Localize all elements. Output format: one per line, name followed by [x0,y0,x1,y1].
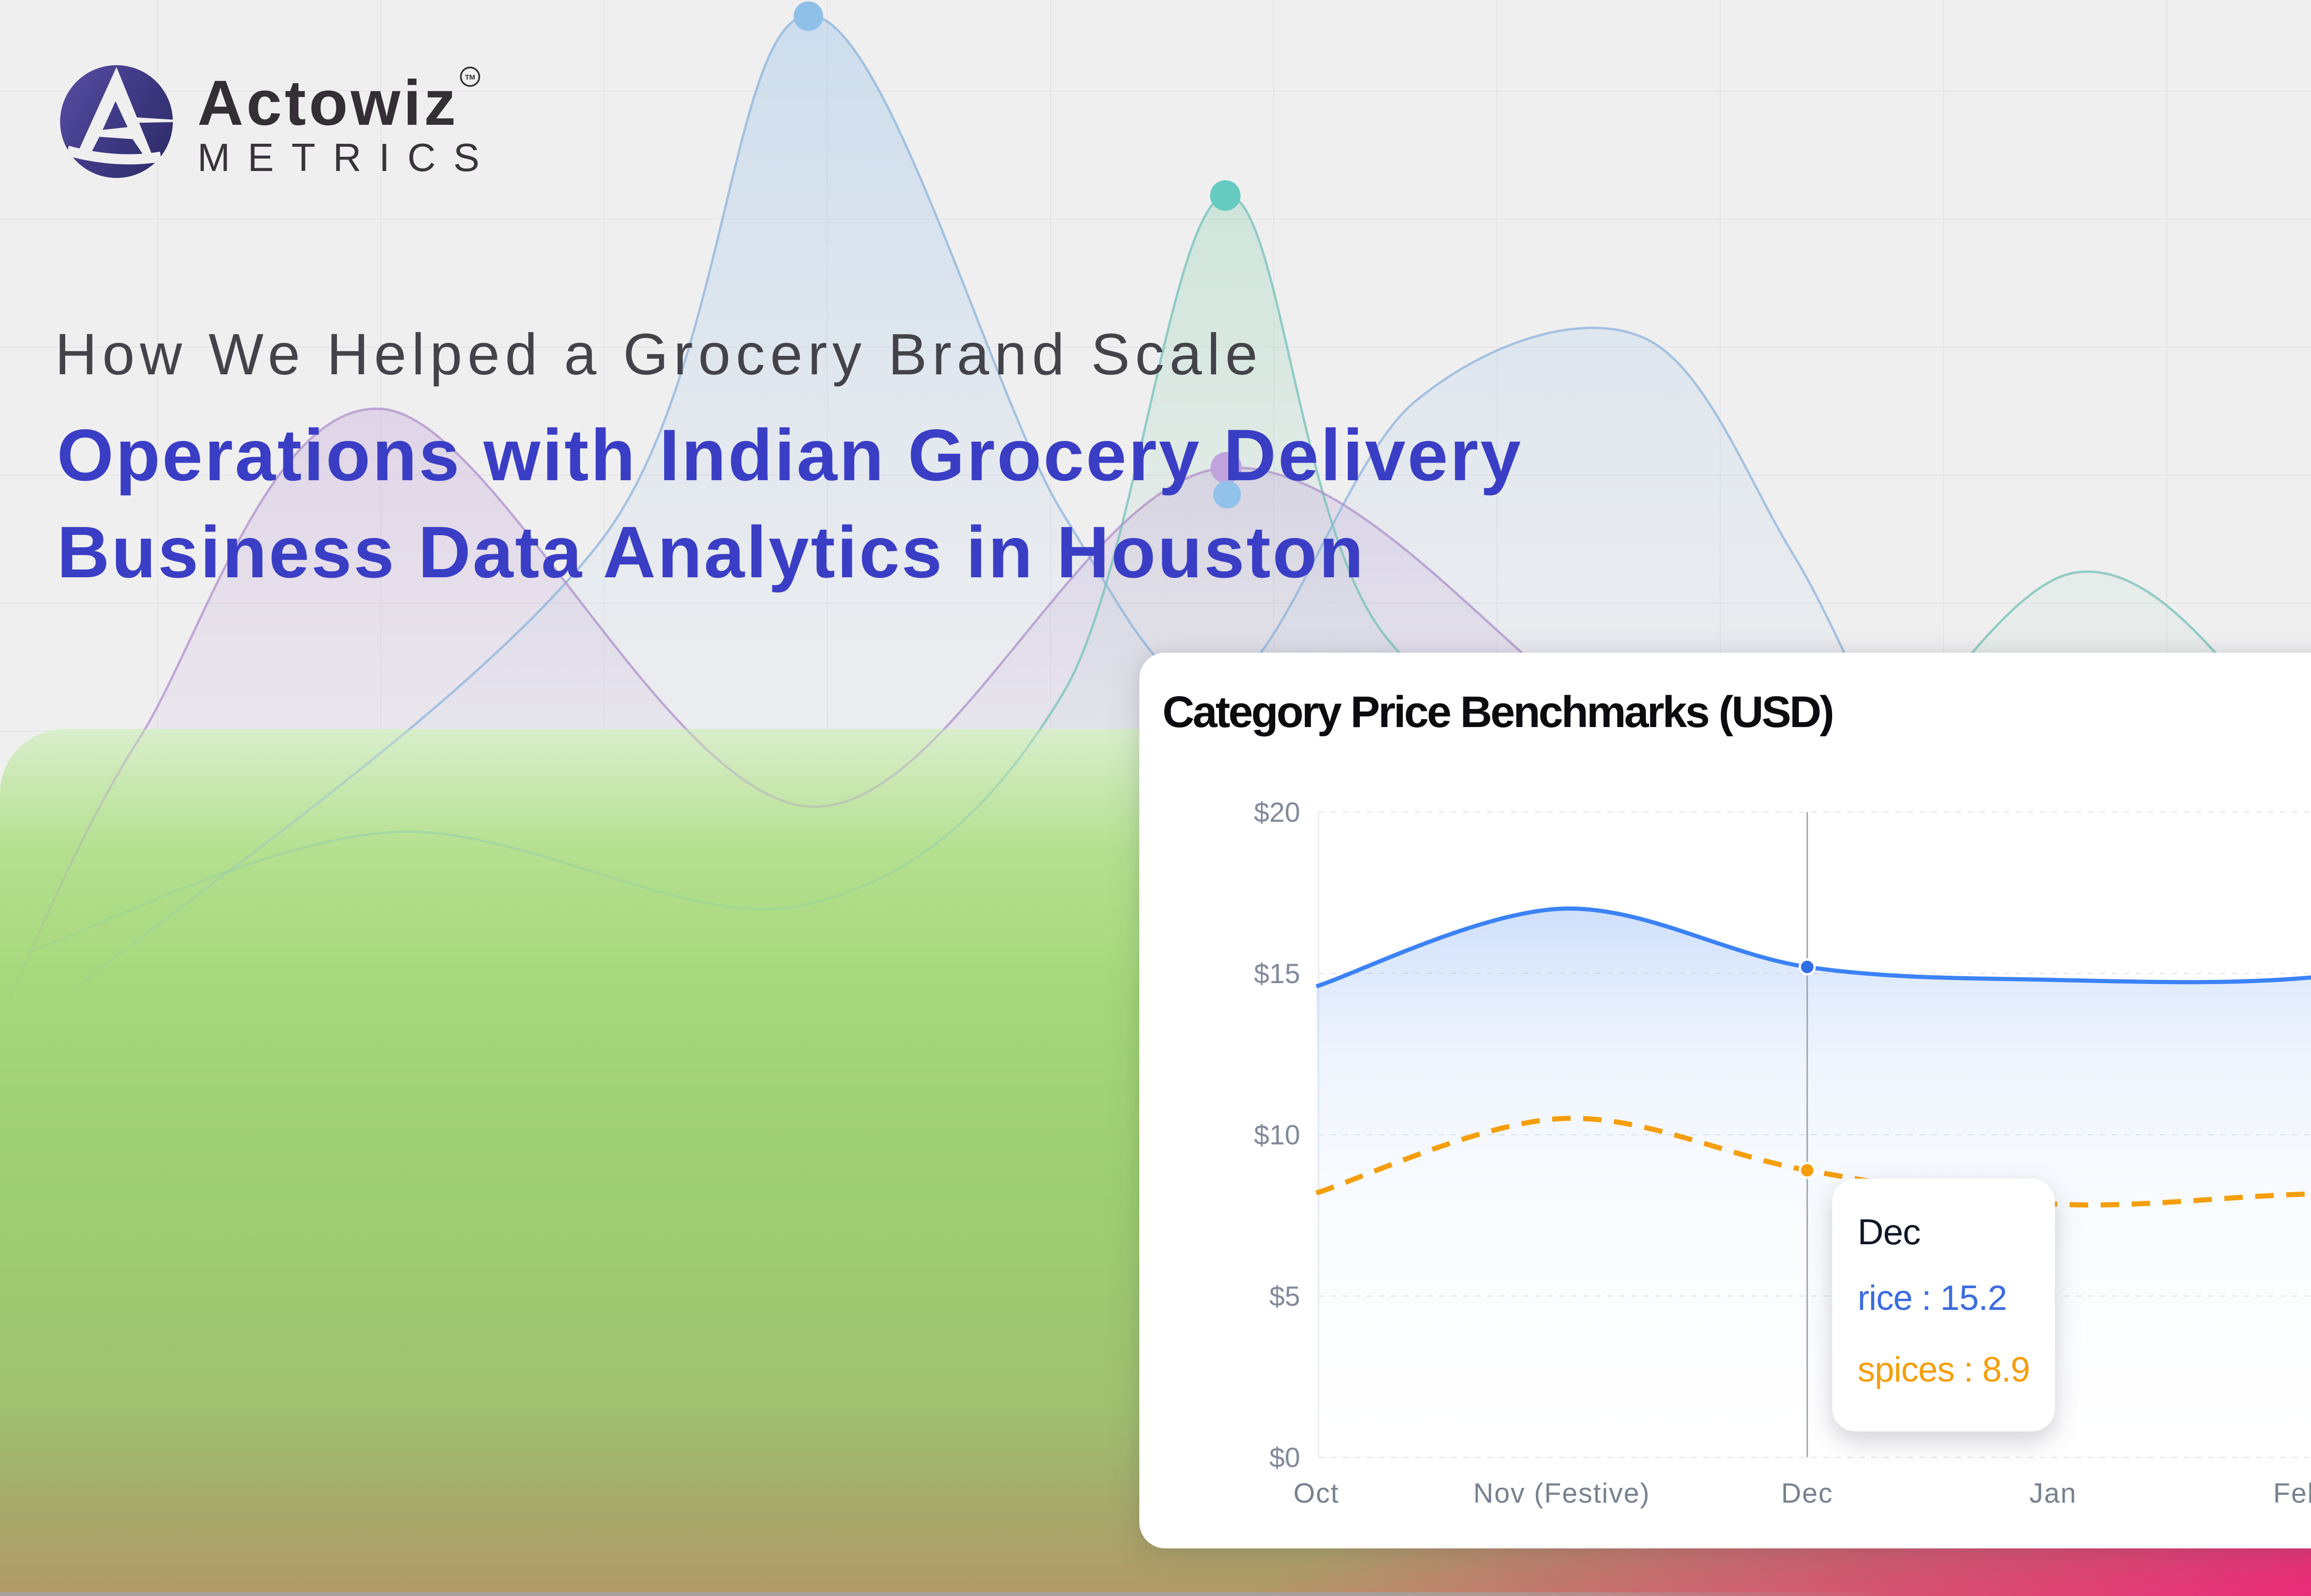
svg-text:TM: TM [465,73,475,81]
